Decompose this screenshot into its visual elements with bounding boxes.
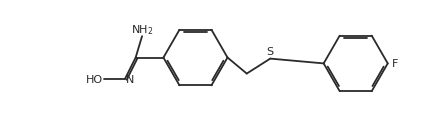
Text: S: S (266, 47, 274, 56)
Text: NH$_2$: NH$_2$ (131, 23, 154, 36)
Text: HO: HO (86, 74, 103, 84)
Text: F: F (392, 59, 398, 69)
Text: N: N (126, 74, 134, 84)
